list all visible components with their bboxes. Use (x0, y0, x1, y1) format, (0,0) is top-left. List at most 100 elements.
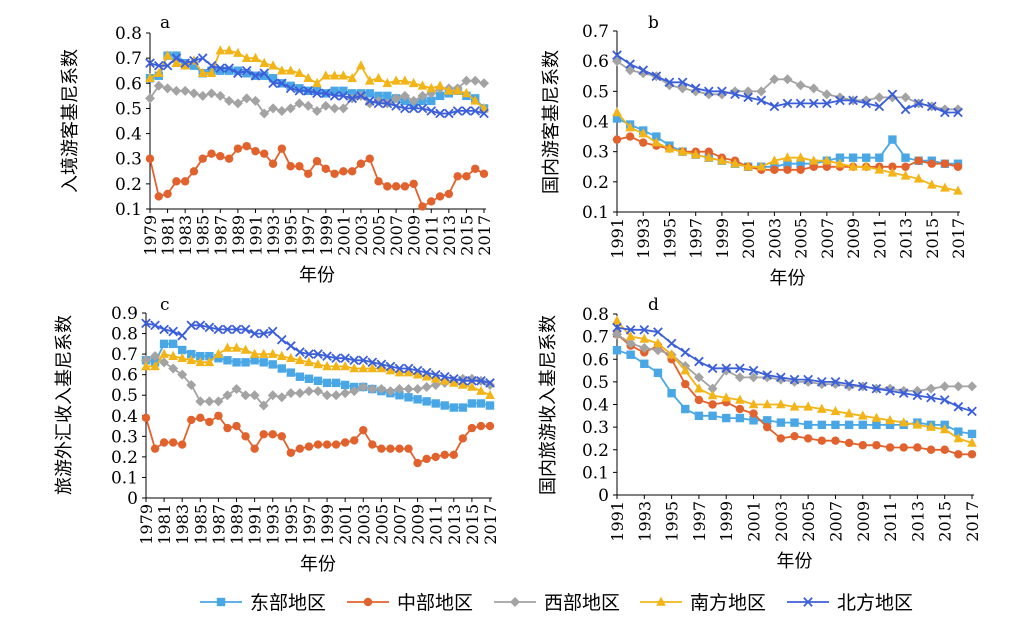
data-point (141, 361, 151, 371)
data-point (259, 430, 268, 439)
data-point (913, 173, 924, 183)
data-point (953, 162, 963, 171)
data-point (431, 452, 440, 462)
x-tick-label: 2015 (463, 504, 482, 545)
data-point (180, 177, 190, 186)
data-point (638, 65, 649, 76)
data-point (694, 383, 704, 393)
data-point (331, 361, 341, 371)
y-tick-label: 0.5 (115, 99, 142, 119)
data-point (899, 443, 908, 452)
data-point (940, 445, 949, 454)
data-point (844, 379, 854, 389)
data-point (458, 403, 468, 412)
data-point (651, 71, 662, 82)
data-point (187, 349, 196, 359)
y-tick-label: 0.5 (582, 82, 609, 102)
data-point (749, 416, 758, 425)
data-point (322, 390, 333, 401)
data-point (268, 103, 279, 114)
data-point (204, 356, 215, 367)
data-point (232, 358, 241, 367)
data-point (214, 354, 223, 363)
data-point (803, 374, 813, 385)
data-point (303, 100, 314, 111)
data-point (756, 161, 767, 171)
data-point (286, 352, 296, 363)
data-point (172, 177, 181, 186)
data-point (145, 72, 155, 83)
data-point (888, 135, 897, 144)
y-tick-label: 0.3 (582, 143, 609, 163)
y-tick-label: 0.5 (582, 373, 609, 393)
x-axis-title: 年份 (300, 554, 336, 575)
data-point (171, 57, 182, 67)
data-point (391, 101, 401, 111)
data-point (400, 182, 410, 191)
data-point (260, 71, 269, 80)
data-point (431, 399, 440, 408)
data-point (268, 74, 278, 83)
data-point (885, 420, 895, 430)
data-point (612, 114, 622, 123)
data-point (373, 98, 384, 109)
data-point (953, 381, 964, 392)
data-point (141, 318, 151, 329)
data-point (888, 162, 897, 171)
data-point (242, 141, 251, 151)
x-tick-label: 1985 (194, 215, 213, 256)
y-axis-title: 入境游客基尼系数 (60, 49, 81, 193)
data-point (339, 167, 348, 176)
x-tick-label: 1981 (155, 504, 174, 545)
data-point (625, 132, 635, 141)
data-point (817, 436, 827, 445)
data-point (189, 55, 199, 66)
x-tick-label: 2007 (826, 501, 845, 542)
data-point (339, 86, 348, 96)
data-point (374, 91, 383, 101)
x-tick-label: 1999 (318, 504, 337, 545)
x-tick-label: 2003 (772, 501, 791, 542)
data-point (704, 152, 714, 162)
data-point (795, 98, 806, 109)
x-tick-label: 1989 (229, 215, 248, 256)
data-point (322, 440, 332, 449)
data-point (377, 444, 386, 453)
data-point (452, 85, 463, 95)
data-point (939, 395, 950, 405)
y-tick-label: 0.8 (582, 305, 609, 325)
data-point (717, 86, 727, 97)
data-point (900, 92, 911, 103)
data-point (329, 91, 340, 101)
data-point (197, 53, 208, 63)
data-point (312, 157, 322, 166)
data-point (153, 80, 164, 91)
data-point (403, 384, 414, 395)
data-point (717, 155, 727, 165)
data-point (926, 179, 937, 189)
data-point (383, 182, 392, 191)
data-point (268, 159, 278, 168)
data-point (145, 93, 155, 104)
data-point (286, 341, 296, 351)
y-tick-label: 0.4 (111, 407, 138, 427)
data-point (412, 365, 423, 376)
series-circle (612, 330, 977, 459)
data-point (338, 91, 349, 101)
data-point (368, 440, 377, 449)
data-point (967, 437, 977, 447)
x-tick-label: 2005 (799, 501, 818, 542)
data-point (367, 384, 378, 395)
data-point (331, 440, 341, 449)
data-point (204, 322, 215, 333)
data-point (440, 401, 449, 410)
data-point (233, 47, 243, 57)
data-point (485, 378, 495, 388)
x-tick-label: 2013 (908, 501, 927, 542)
series-x (141, 318, 495, 388)
data-point (485, 389, 495, 400)
data-point (939, 423, 950, 434)
data-point (885, 386, 895, 396)
data-point (967, 450, 977, 459)
data-point (453, 172, 462, 181)
